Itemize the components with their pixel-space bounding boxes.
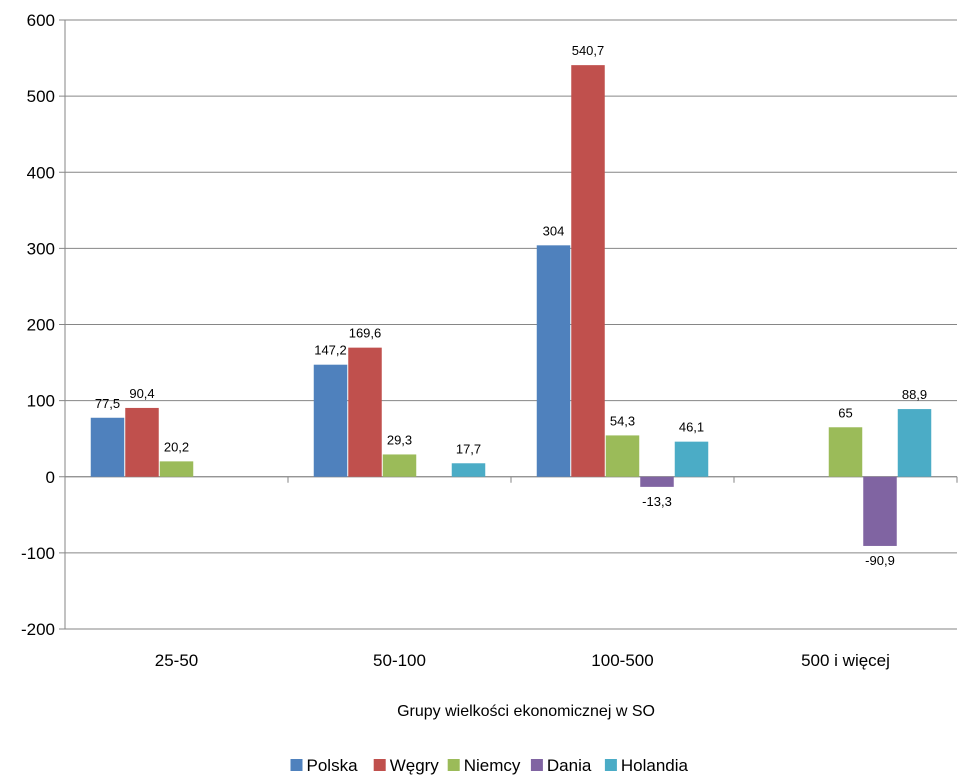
data-label: 46,1	[679, 420, 704, 435]
y-tick-label: -200	[21, 620, 55, 639]
y-tick-label: 300	[27, 239, 55, 258]
x-category-label: 500 i więcej	[801, 651, 890, 670]
bar	[382, 454, 417, 477]
legend-label: Niemcy	[464, 756, 521, 775]
legend-label: Polska	[307, 756, 359, 775]
data-label: 17,7	[456, 441, 481, 456]
y-tick-label: 200	[27, 316, 55, 335]
bar	[605, 435, 640, 477]
bar	[571, 65, 605, 477]
y-tick-label: 500	[27, 87, 55, 106]
y-tick-label: 400	[27, 163, 55, 182]
data-label: 540,7	[572, 43, 605, 58]
y-tick-label: 0	[46, 468, 55, 487]
data-label: 88,9	[902, 387, 927, 402]
legend-swatch	[373, 759, 386, 771]
bar	[674, 441, 709, 477]
legend-swatch	[290, 759, 303, 771]
bar	[640, 476, 674, 487]
data-label: 65	[838, 405, 852, 420]
y-tick-label: -100	[21, 544, 55, 563]
gridlines	[65, 19, 957, 630]
x-axis-title: Grupy wielkości ekonomicznej w SO	[397, 703, 655, 720]
bar	[125, 407, 159, 477]
data-label: 77,5	[95, 396, 120, 411]
y-tick-label: 100	[27, 392, 55, 411]
bar	[897, 409, 932, 477]
bar	[159, 461, 194, 477]
data-label: 304	[543, 223, 565, 238]
data-label: 169,6	[349, 326, 382, 341]
y-axis: -200 -100 0 100 200 300 400 500 600	[21, 11, 66, 639]
legend-swatch	[530, 759, 543, 771]
data-label: -13,3	[642, 494, 672, 509]
bar	[90, 417, 125, 477]
data-label: 54,3	[610, 413, 635, 428]
legend-swatch	[447, 759, 460, 771]
data-label: 147,2	[314, 343, 347, 358]
data-label: 90,4	[129, 386, 154, 401]
x-axis: 25-50 50-100 100-500 500 i więcej	[64, 476, 958, 670]
bar	[451, 463, 486, 477]
data-label: 29,3	[387, 432, 412, 447]
bar	[828, 427, 863, 477]
legend-label: Węgry	[390, 756, 440, 775]
bar	[536, 245, 571, 477]
legend-swatch	[604, 759, 617, 771]
bars	[90, 65, 932, 546]
y-tick-label: 600	[27, 11, 55, 30]
bar	[863, 476, 897, 546]
legend: Polska Węgry Niemcy Dania Holandia	[290, 756, 689, 775]
data-label: -90,9	[865, 553, 895, 568]
bar	[313, 364, 348, 477]
x-category-label: 25-50	[155, 651, 198, 670]
x-category-label: 50-100	[373, 651, 426, 670]
legend-label: Dania	[547, 756, 592, 775]
x-category-label: 100-500	[591, 651, 653, 670]
data-label: 20,2	[164, 439, 189, 454]
bar	[348, 347, 382, 477]
legend-label: Holandia	[621, 756, 689, 775]
